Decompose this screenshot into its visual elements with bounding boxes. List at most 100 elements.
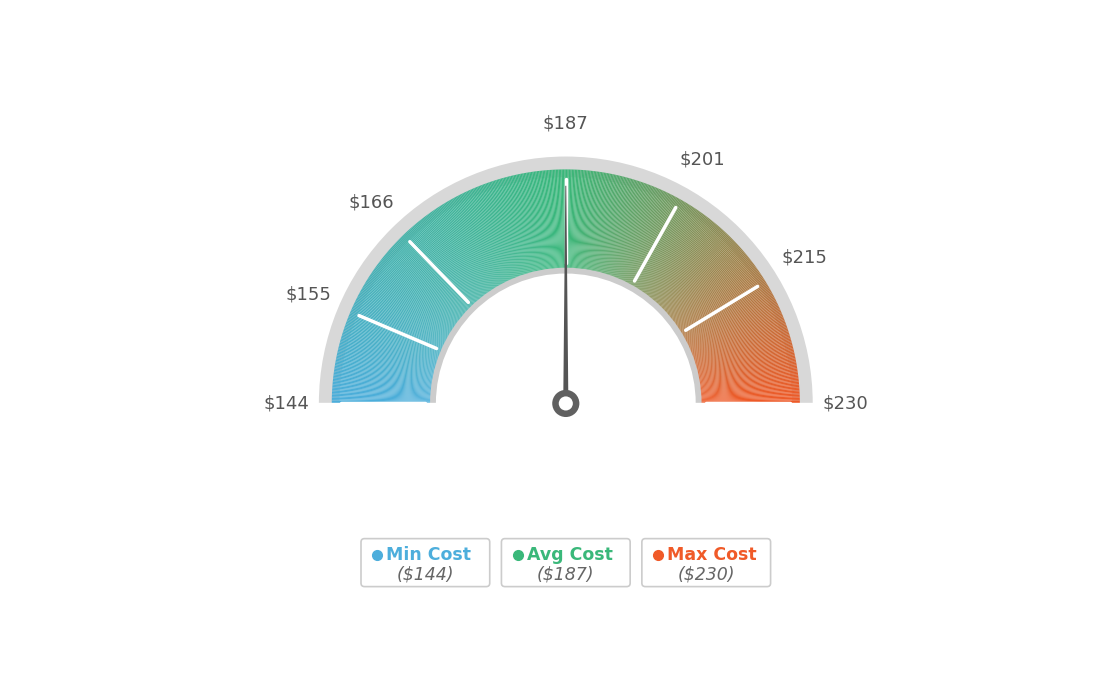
- Wedge shape: [562, 170, 564, 273]
- Wedge shape: [574, 170, 582, 273]
- Wedge shape: [405, 232, 477, 308]
- Wedge shape: [629, 198, 680, 289]
- Wedge shape: [393, 244, 469, 315]
- Wedge shape: [402, 236, 475, 310]
- Wedge shape: [471, 188, 513, 284]
- Wedge shape: [422, 219, 486, 300]
- Wedge shape: [650, 224, 718, 304]
- Wedge shape: [647, 219, 712, 301]
- Wedge shape: [686, 310, 782, 352]
- Wedge shape: [339, 345, 439, 372]
- Wedge shape: [594, 175, 617, 275]
- Wedge shape: [338, 348, 438, 373]
- Wedge shape: [333, 374, 436, 388]
- Wedge shape: [692, 342, 793, 370]
- Wedge shape: [694, 362, 796, 382]
- Wedge shape: [576, 170, 586, 273]
- Wedge shape: [684, 302, 777, 348]
- Wedge shape: [533, 171, 549, 274]
- Text: Min Cost: Min Cost: [386, 546, 471, 564]
- Wedge shape: [542, 170, 553, 273]
- Wedge shape: [655, 231, 725, 307]
- Wedge shape: [654, 229, 723, 306]
- Wedge shape: [362, 287, 453, 339]
- Wedge shape: [438, 206, 495, 294]
- Wedge shape: [444, 203, 498, 291]
- Wedge shape: [448, 201, 500, 290]
- Wedge shape: [434, 209, 492, 295]
- Wedge shape: [657, 235, 730, 310]
- Wedge shape: [376, 265, 460, 326]
- Wedge shape: [347, 319, 444, 357]
- Wedge shape: [337, 353, 438, 375]
- Wedge shape: [605, 180, 637, 279]
- Wedge shape: [585, 172, 603, 274]
- Wedge shape: [351, 309, 446, 351]
- Wedge shape: [691, 334, 789, 365]
- Wedge shape: [517, 175, 539, 275]
- Wedge shape: [520, 174, 541, 275]
- Wedge shape: [669, 259, 751, 323]
- Wedge shape: [551, 170, 559, 273]
- Text: ($230): ($230): [678, 565, 735, 583]
- Wedge shape: [697, 388, 799, 396]
- Wedge shape: [335, 366, 436, 383]
- Wedge shape: [506, 177, 533, 277]
- Wedge shape: [670, 261, 753, 324]
- Wedge shape: [649, 222, 715, 302]
- Wedge shape: [611, 184, 648, 281]
- Wedge shape: [697, 384, 799, 393]
- Wedge shape: [425, 216, 488, 299]
- Wedge shape: [696, 374, 798, 388]
- Wedge shape: [381, 259, 463, 323]
- Wedge shape: [522, 173, 542, 275]
- Wedge shape: [558, 170, 562, 273]
- Wedge shape: [566, 170, 569, 273]
- Wedge shape: [667, 255, 749, 321]
- Polygon shape: [563, 186, 569, 404]
- Wedge shape: [571, 170, 576, 273]
- Wedge shape: [453, 197, 503, 288]
- Wedge shape: [684, 305, 778, 349]
- Wedge shape: [691, 333, 789, 364]
- Wedge shape: [373, 270, 458, 329]
- Wedge shape: [332, 386, 435, 395]
- Wedge shape: [682, 295, 774, 343]
- Wedge shape: [687, 312, 782, 353]
- Wedge shape: [390, 248, 467, 317]
- Wedge shape: [513, 175, 538, 276]
- Wedge shape: [689, 326, 787, 361]
- Text: $155: $155: [286, 285, 331, 303]
- Wedge shape: [484, 184, 521, 281]
- Wedge shape: [681, 290, 772, 341]
- Wedge shape: [502, 178, 531, 277]
- Wedge shape: [696, 364, 797, 382]
- Wedge shape: [346, 322, 443, 358]
- Wedge shape: [348, 317, 444, 356]
- Wedge shape: [696, 377, 798, 389]
- Wedge shape: [342, 333, 440, 364]
- Wedge shape: [697, 395, 799, 400]
- Wedge shape: [643, 213, 703, 297]
- Wedge shape: [339, 346, 438, 373]
- Wedge shape: [689, 324, 786, 359]
- Wedge shape: [457, 195, 506, 288]
- Wedge shape: [371, 273, 457, 331]
- Wedge shape: [630, 200, 682, 290]
- Wedge shape: [688, 320, 785, 357]
- Wedge shape: [680, 289, 771, 340]
- Wedge shape: [607, 181, 641, 279]
- Wedge shape: [650, 225, 719, 304]
- Wedge shape: [357, 297, 449, 345]
- Wedge shape: [644, 215, 705, 298]
- Wedge shape: [671, 264, 754, 326]
- Wedge shape: [682, 296, 774, 344]
- Wedge shape: [549, 170, 556, 273]
- Wedge shape: [347, 320, 444, 357]
- Wedge shape: [390, 248, 468, 317]
- Wedge shape: [360, 290, 450, 341]
- Wedge shape: [687, 313, 783, 354]
- Wedge shape: [580, 170, 592, 273]
- Wedge shape: [679, 286, 768, 338]
- Wedge shape: [402, 235, 475, 310]
